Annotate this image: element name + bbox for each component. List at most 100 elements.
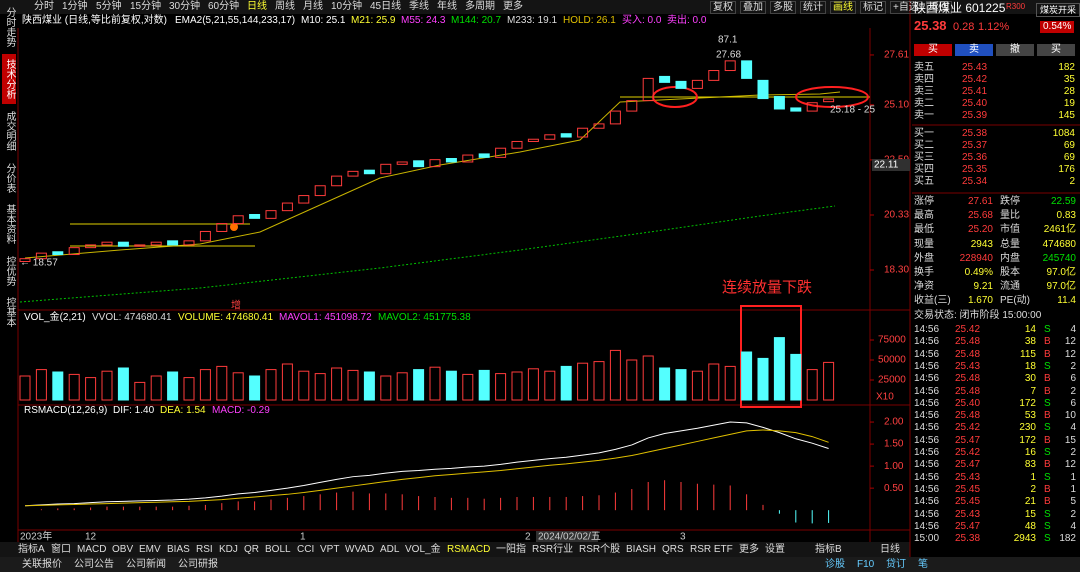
status-link[interactable]: 诊股 xyxy=(825,559,845,570)
tick-side: B xyxy=(1044,483,1051,495)
highlight-ellipse xyxy=(795,86,869,108)
tool-button[interactable]: 多股 xyxy=(770,1,796,14)
period-tab[interactable]: 多周期 xyxy=(465,1,495,12)
book-label: 卖一 xyxy=(914,110,934,121)
candle xyxy=(823,98,835,103)
indicator-tab[interactable]: MACD xyxy=(77,544,107,555)
indicator-tab[interactable]: RSI xyxy=(196,544,213,555)
indicator-tab[interactable]: ADL xyxy=(380,544,400,555)
indicator-tab[interactable]: BOLL xyxy=(265,544,291,555)
tick-time: 14:56 xyxy=(914,348,940,360)
volume-bar xyxy=(134,381,146,401)
period-tab[interactable]: 周线 xyxy=(275,1,295,12)
period-tab[interactable]: 日线 xyxy=(247,1,267,12)
tick-count: 4 xyxy=(1070,324,1076,335)
tick-price: 25.48 xyxy=(955,336,981,348)
candle xyxy=(462,154,474,163)
hold-line xyxy=(24,91,841,259)
tick-price: 25.45 xyxy=(955,483,981,495)
indicator-tab[interactable]: BIAS xyxy=(167,544,190,555)
tool-button[interactable]: 叠加 xyxy=(740,1,766,14)
period-tab[interactable]: 更多 xyxy=(503,1,523,12)
status-link[interactable]: 贷订 xyxy=(886,559,906,570)
tick-time: 14:56 xyxy=(914,496,940,508)
stock-tag: R300 xyxy=(1006,2,1026,11)
indicator-tab[interactable]: EMV xyxy=(139,544,161,555)
tick-side: B xyxy=(1044,496,1051,508)
tool-button[interactable]: 统计 xyxy=(800,1,826,14)
book-label: 买一 xyxy=(914,128,934,139)
side-tab[interactable]: 控优势 xyxy=(4,255,15,286)
trade-button[interactable]: 买 xyxy=(1037,44,1075,56)
tick-count: 1 xyxy=(1070,471,1076,483)
indicator-tab[interactable]: QRS xyxy=(662,544,684,555)
period-tab[interactable]: 月线 xyxy=(303,1,323,12)
indicator-tab[interactable]: BIASH xyxy=(626,544,657,555)
indicator-tab[interactable]: RSMACD xyxy=(447,544,491,555)
indicator-tab[interactable]: QR xyxy=(244,544,259,555)
indicator-tab[interactable]: 窗口 xyxy=(51,544,71,555)
status-link[interactable]: F10 xyxy=(857,559,875,570)
tool-button[interactable]: 标记 xyxy=(860,1,886,14)
stat-value: 25.68 xyxy=(967,210,993,222)
trade-button[interactable]: 撤 xyxy=(996,44,1034,56)
volume-bar xyxy=(331,367,343,401)
tick-side: S xyxy=(1044,447,1051,458)
side-tab[interactable]: 分价表 xyxy=(4,162,15,193)
macd-legend: RSMACD(12,26,9) xyxy=(24,405,108,416)
stat-value: 11.4 xyxy=(1057,295,1076,307)
status-link[interactable]: 关联报价 xyxy=(22,559,62,570)
period-tab[interactable]: 1分钟 xyxy=(62,1,88,12)
status-link[interactable]: 笔 xyxy=(918,559,928,570)
tool-button[interactable]: 复权 xyxy=(710,1,736,14)
indicator-tab[interactable]: WVAD xyxy=(345,544,375,555)
indicator-tab[interactable]: 更多 xyxy=(739,544,759,555)
side-tab[interactable]: 分时走势 xyxy=(4,7,15,47)
indicator-tab[interactable]: 指标B xyxy=(815,544,842,555)
indicator-tab[interactable]: KDJ xyxy=(219,544,238,555)
side-tab[interactable]: 基本资料 xyxy=(4,204,15,244)
indicator-tab[interactable]: 一阳指 xyxy=(496,544,526,555)
status-link[interactable]: 公司研报 xyxy=(178,559,218,570)
period-tab[interactable]: 10分钟 xyxy=(331,1,363,12)
tick-volume: 30 xyxy=(1024,373,1036,385)
period-tab[interactable]: 5分钟 xyxy=(96,1,122,12)
indicator-tab[interactable]: RSR ETF xyxy=(690,544,733,555)
tool-button[interactable]: +自选 xyxy=(890,1,922,14)
status-link[interactable]: 公司新闻 xyxy=(126,559,166,570)
tool-button[interactable]: 返回 xyxy=(926,1,952,14)
tick-count: 1 xyxy=(1070,483,1076,495)
period-tab[interactable]: 年线 xyxy=(437,1,457,12)
candle xyxy=(593,123,605,129)
trade-button[interactable]: 卖 xyxy=(955,44,993,56)
indicator-tab[interactable]: RSR个股 xyxy=(579,544,621,555)
tick-price: 25.48 xyxy=(955,373,981,385)
indicator-tab[interactable]: CCI xyxy=(297,544,315,555)
tool-button[interactable]: 画线 xyxy=(830,1,856,14)
indicator-tab[interactable]: VOL_金 xyxy=(405,544,441,555)
indicator-tab[interactable]: 设置 xyxy=(765,544,785,555)
indicator-tab[interactable]: VPT xyxy=(320,544,340,555)
indicator-tab[interactable]: OBV xyxy=(112,544,134,555)
indicator-tab[interactable]: 指标A xyxy=(18,544,45,555)
volume-bar xyxy=(609,349,621,401)
volume-bar xyxy=(281,363,293,401)
side-tab[interactable]: 技术分析 xyxy=(2,54,16,104)
book-price: 25.42 xyxy=(962,74,988,85)
volume-bar xyxy=(577,362,589,401)
stat-label: 最低 xyxy=(914,224,934,236)
period-tab[interactable]: 30分钟 xyxy=(169,1,201,12)
side-tab[interactable]: 成交明细 xyxy=(4,111,15,151)
tick-price: 25.43 xyxy=(955,508,981,520)
period-tab[interactable]: 季线 xyxy=(409,1,429,12)
period-tab[interactable]: 45日线 xyxy=(370,1,402,12)
trade-button[interactable]: 买 xyxy=(914,44,952,56)
candle xyxy=(626,100,638,112)
indicator-tab[interactable]: 日线 xyxy=(880,544,900,555)
indicator-tab[interactable]: RSR行业 xyxy=(532,544,574,555)
period-tab[interactable]: 60分钟 xyxy=(208,1,240,12)
side-tab[interactable]: 控基本 xyxy=(4,296,15,327)
period-tab[interactable]: 分时 xyxy=(34,1,54,12)
status-link[interactable]: 公司公告 xyxy=(74,559,114,570)
period-tab[interactable]: 15分钟 xyxy=(130,1,162,12)
